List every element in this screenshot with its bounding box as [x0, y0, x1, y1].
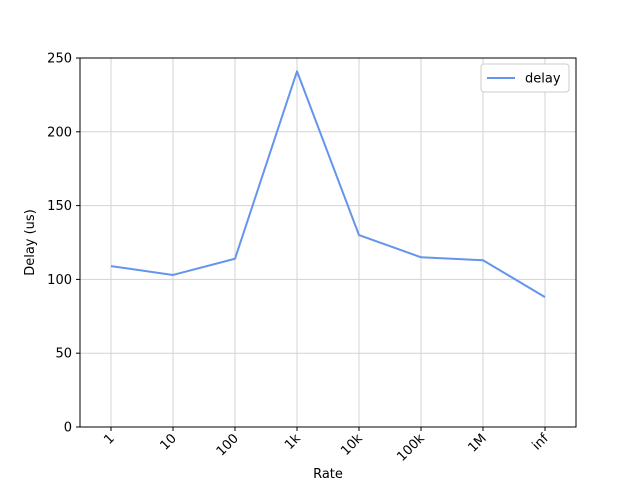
grid-lines — [80, 57, 576, 428]
x-tick-label: 1 — [101, 431, 117, 447]
x-tick-label: 1M — [465, 431, 489, 455]
y-tick-label: 100 — [47, 273, 72, 288]
x-tick-label: 100k — [394, 431, 428, 465]
legend: delay — [480, 63, 570, 93]
y-tick-label: 200 — [47, 125, 72, 140]
series-lines — [110, 70, 546, 298]
x-axis-ticks: 1 10 100 1k 10k 100k 1M inf — [101, 427, 552, 465]
x-tick-label: inf — [530, 431, 553, 454]
plot-frame — [79, 57, 577, 428]
y-tick-label: 250 — [47, 52, 72, 67]
series-line-delay — [110, 70, 546, 298]
x-axis-label: Rate — [313, 467, 343, 480]
x-tick-label: 100 — [214, 431, 242, 459]
y-tick-label: 150 — [47, 199, 72, 214]
x-tick-label: 1k — [282, 431, 304, 453]
x-tick-label: 10k — [338, 431, 366, 459]
legend-label: delay — [525, 72, 561, 87]
y-axis-ticks: 0 50 100 150 200 250 — [47, 52, 80, 436]
x-tick-label: 10 — [158, 431, 180, 453]
y-tick-label: 50 — [55, 347, 72, 362]
y-tick-label: 0 — [64, 421, 72, 436]
y-axis-label: Delay (us) — [23, 209, 38, 276]
legend-box — [480, 63, 570, 93]
